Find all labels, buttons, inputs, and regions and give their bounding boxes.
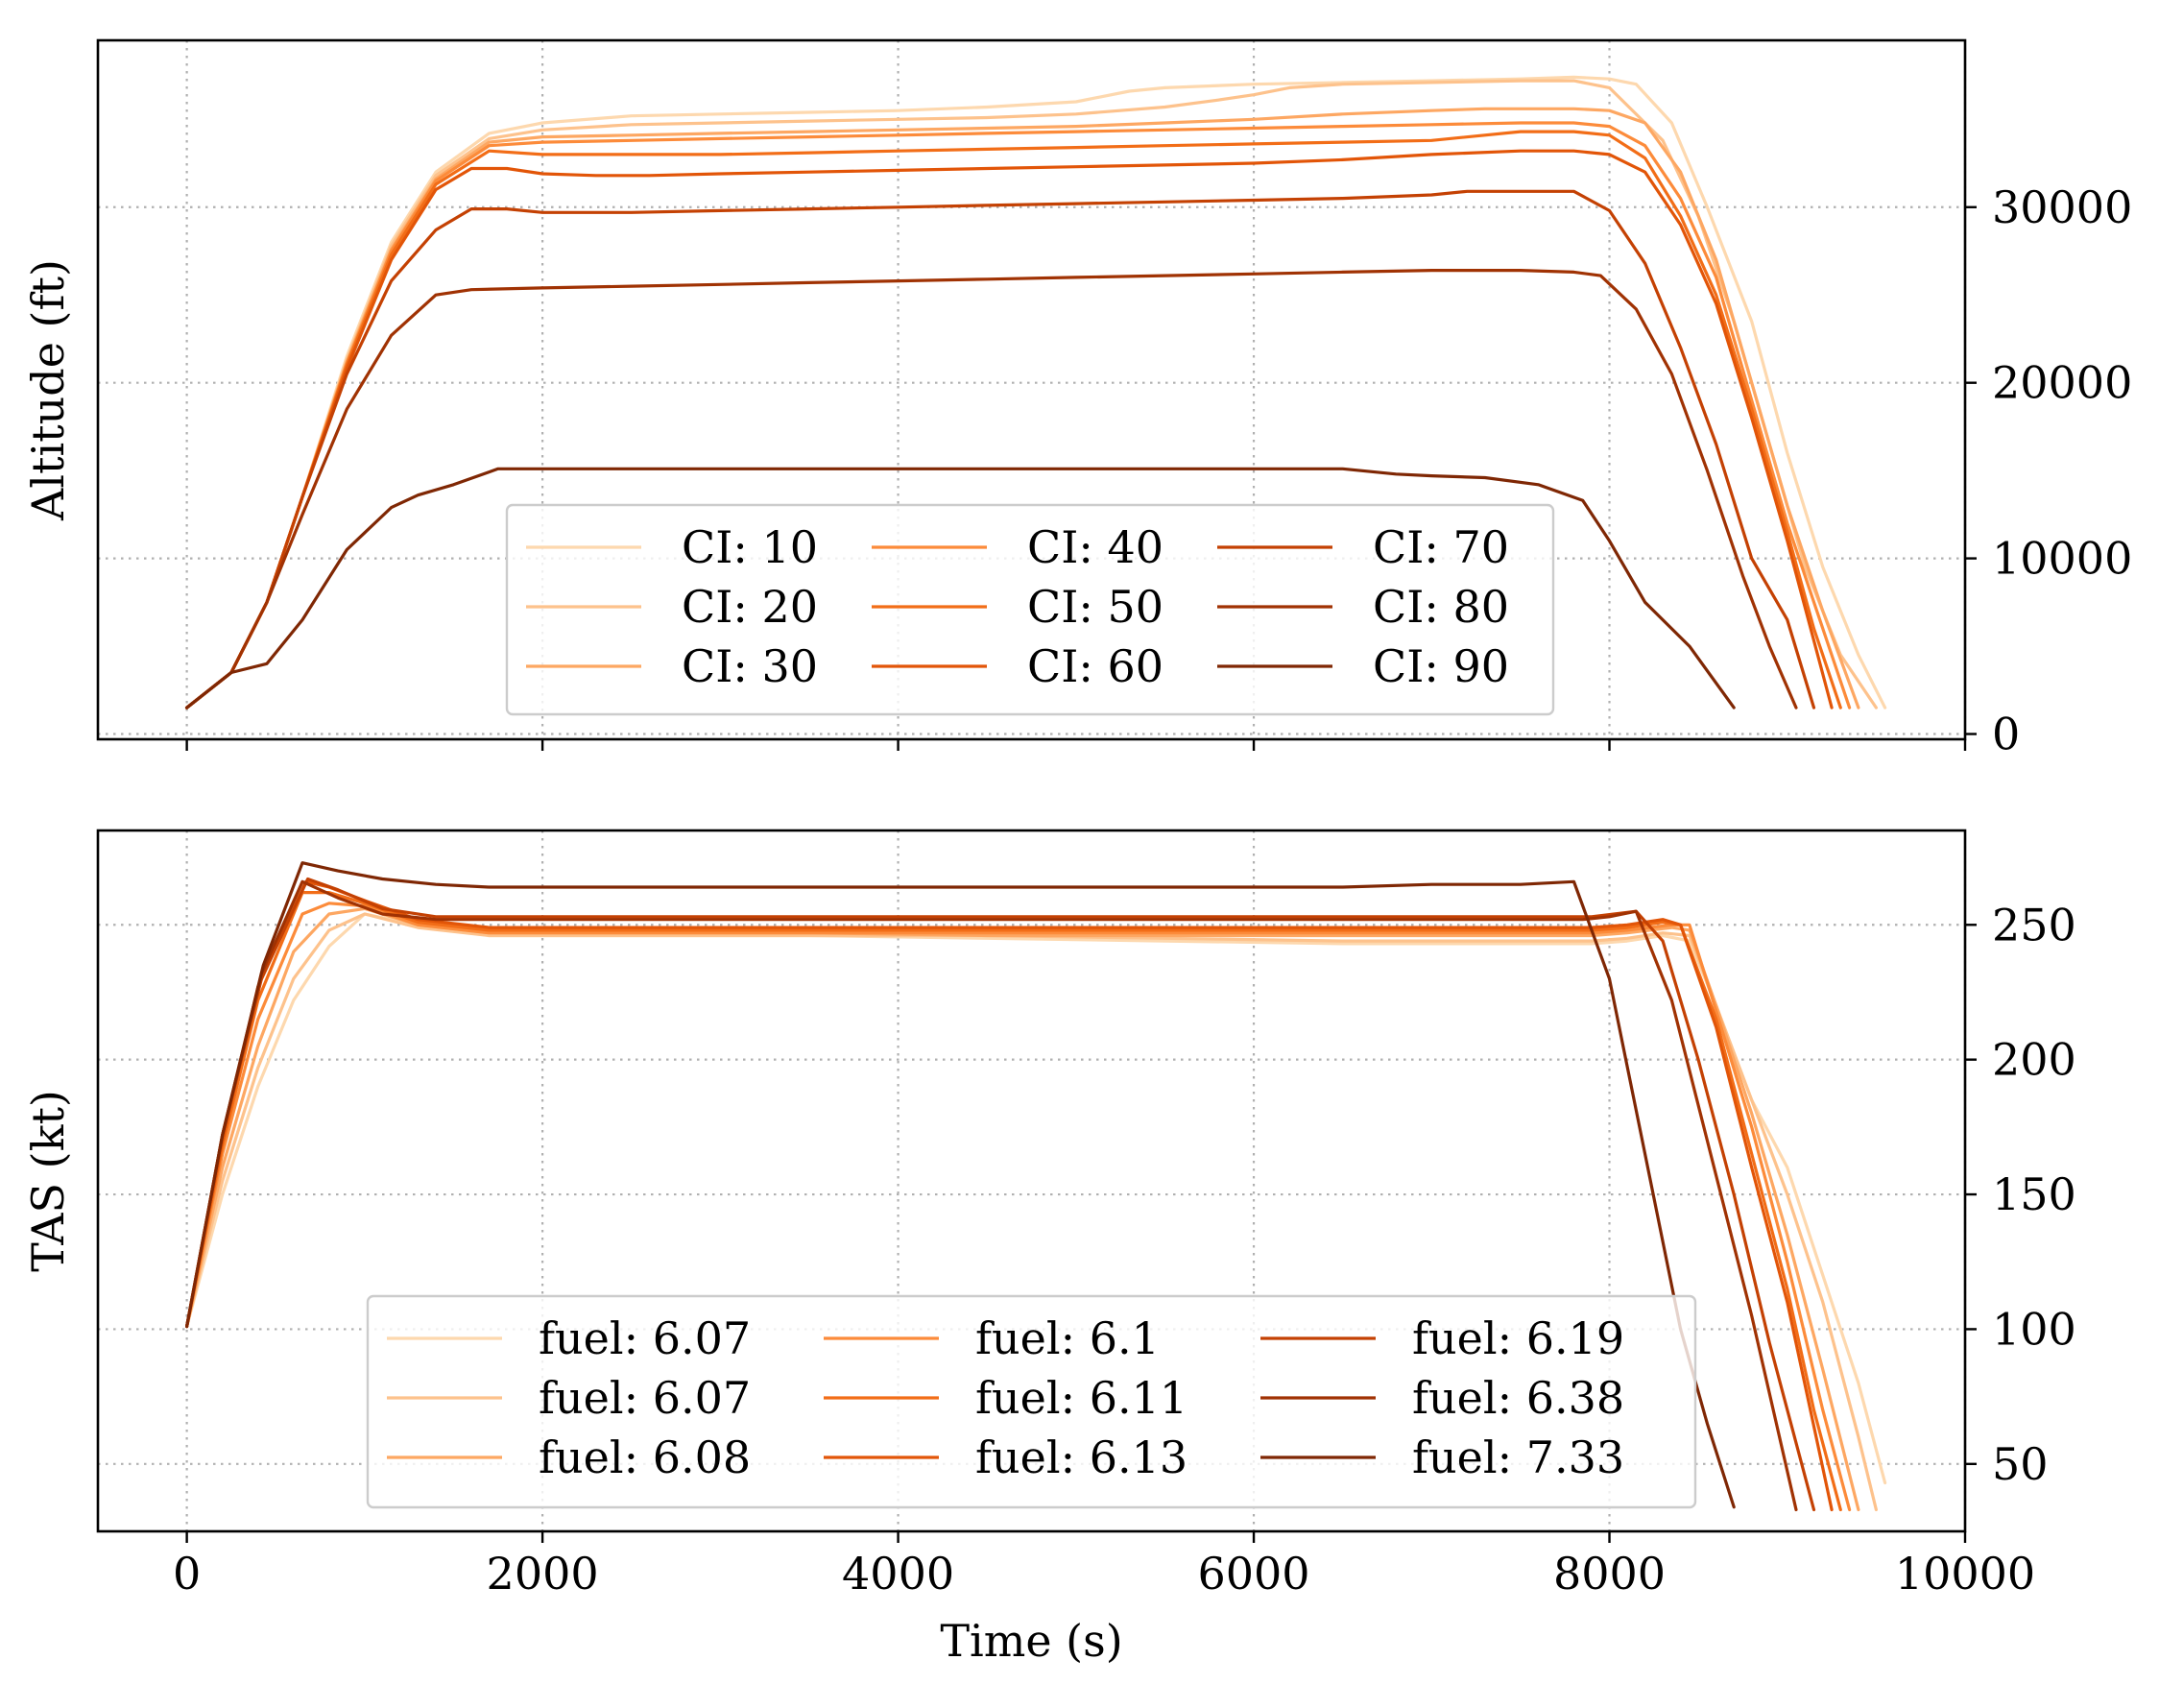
- legend-label-3: CI: 30: [682, 640, 818, 692]
- series-line-7: [185, 189, 1816, 710]
- legend-label-5: fuel: 6.11: [975, 1372, 1187, 1424]
- x-tick-label: 0: [173, 1548, 201, 1600]
- tas-panel: 0 2000 4000 6000 8000 10000 50 100 150 200 250 TAS …: [22, 829, 2076, 1667]
- legend-label-9: CI: 90: [1373, 640, 1509, 692]
- x-tick-label: 8000: [1553, 1548, 1666, 1600]
- legend-frame: [505, 503, 1555, 716]
- y-axis-label: Altitude (ft): [22, 259, 74, 521]
- x-tick-label: 4000: [842, 1548, 954, 1600]
- series-line-8: [185, 879, 1798, 1512]
- legend-label-7: fuel: 6.19: [1412, 1312, 1624, 1364]
- series-line-1: [185, 75, 1887, 710]
- series-line-1: [185, 912, 1887, 1485]
- series-line-9: [185, 467, 1736, 710]
- legend-label-5: CI: 50: [1027, 581, 1163, 633]
- y-tick-label: 10000: [1992, 533, 2132, 585]
- legend-label-7: CI: 70: [1373, 521, 1509, 573]
- series-group: [185, 861, 1887, 1512]
- series-line-5: [185, 130, 1842, 710]
- y-tick-label: 50: [1992, 1438, 2049, 1490]
- series-line-6: [185, 879, 1834, 1512]
- series-group: [185, 75, 1887, 710]
- y-axis-label: TAS (kt): [22, 1090, 74, 1272]
- legend-frame: [366, 1294, 1697, 1509]
- y-tick-label: 20000: [1992, 357, 2132, 409]
- legend-label-9: fuel: 7.33: [1412, 1431, 1624, 1483]
- x-tick-label: 2000: [487, 1548, 599, 1600]
- series-line-6: [185, 149, 1834, 710]
- y-tick-label: 0: [1992, 709, 2020, 760]
- series-line-7: [185, 877, 1816, 1512]
- y-tick-label: 30000: [1992, 181, 2132, 233]
- legend-label-1: fuel: 6.07: [539, 1312, 751, 1364]
- legend-label-6: fuel: 6.13: [975, 1431, 1187, 1483]
- legend-label-4: CI: 40: [1027, 521, 1163, 573]
- legend-label-8: fuel: 6.38: [1412, 1372, 1624, 1424]
- y-tick-label: 150: [1992, 1168, 2076, 1220]
- legend-label-8: CI: 80: [1373, 581, 1509, 633]
- legend: fuel: 6.07 fuel: 6.07 fuel: 6.08 fuel: 6.1 f…: [366, 1294, 1697, 1509]
- legend-label-6: CI: 60: [1027, 640, 1163, 692]
- y-tick-label: 200: [1992, 1034, 2076, 1086]
- x-axis-label: Time (s): [940, 1615, 1122, 1667]
- legend-label-2: fuel: 6.07: [539, 1372, 751, 1424]
- legend: CI: 10 CI: 20 CI: 30 CI: 40 CI: 50 CI: 60 CI: …: [505, 503, 1555, 716]
- series-line-5: [185, 890, 1842, 1512]
- x-tick-label: 10000: [1895, 1548, 2035, 1600]
- altitude-panel: 0 10000 20000 30000 Altitude (ft) CI: 10 CI: 2…: [22, 38, 2132, 760]
- legend-label-1: CI: 10: [682, 521, 818, 573]
- legend-label-2: CI: 20: [682, 581, 818, 633]
- y-tick-label: 100: [1992, 1303, 2076, 1355]
- legend-label-3: fuel: 6.08: [539, 1431, 751, 1483]
- legend-label-4: fuel: 6.1: [975, 1312, 1160, 1364]
- series-line-3: [185, 906, 1860, 1512]
- series-line-8: [185, 269, 1798, 710]
- x-tick-label: 6000: [1198, 1548, 1310, 1600]
- plot-frame: [96, 829, 1967, 1533]
- y-tick-label: 250: [1992, 899, 2076, 950]
- series-line-9: [185, 861, 1736, 1509]
- plot-frame: [96, 38, 1967, 741]
- series-line-2: [185, 912, 1879, 1512]
- series-line-4: [185, 902, 1852, 1512]
